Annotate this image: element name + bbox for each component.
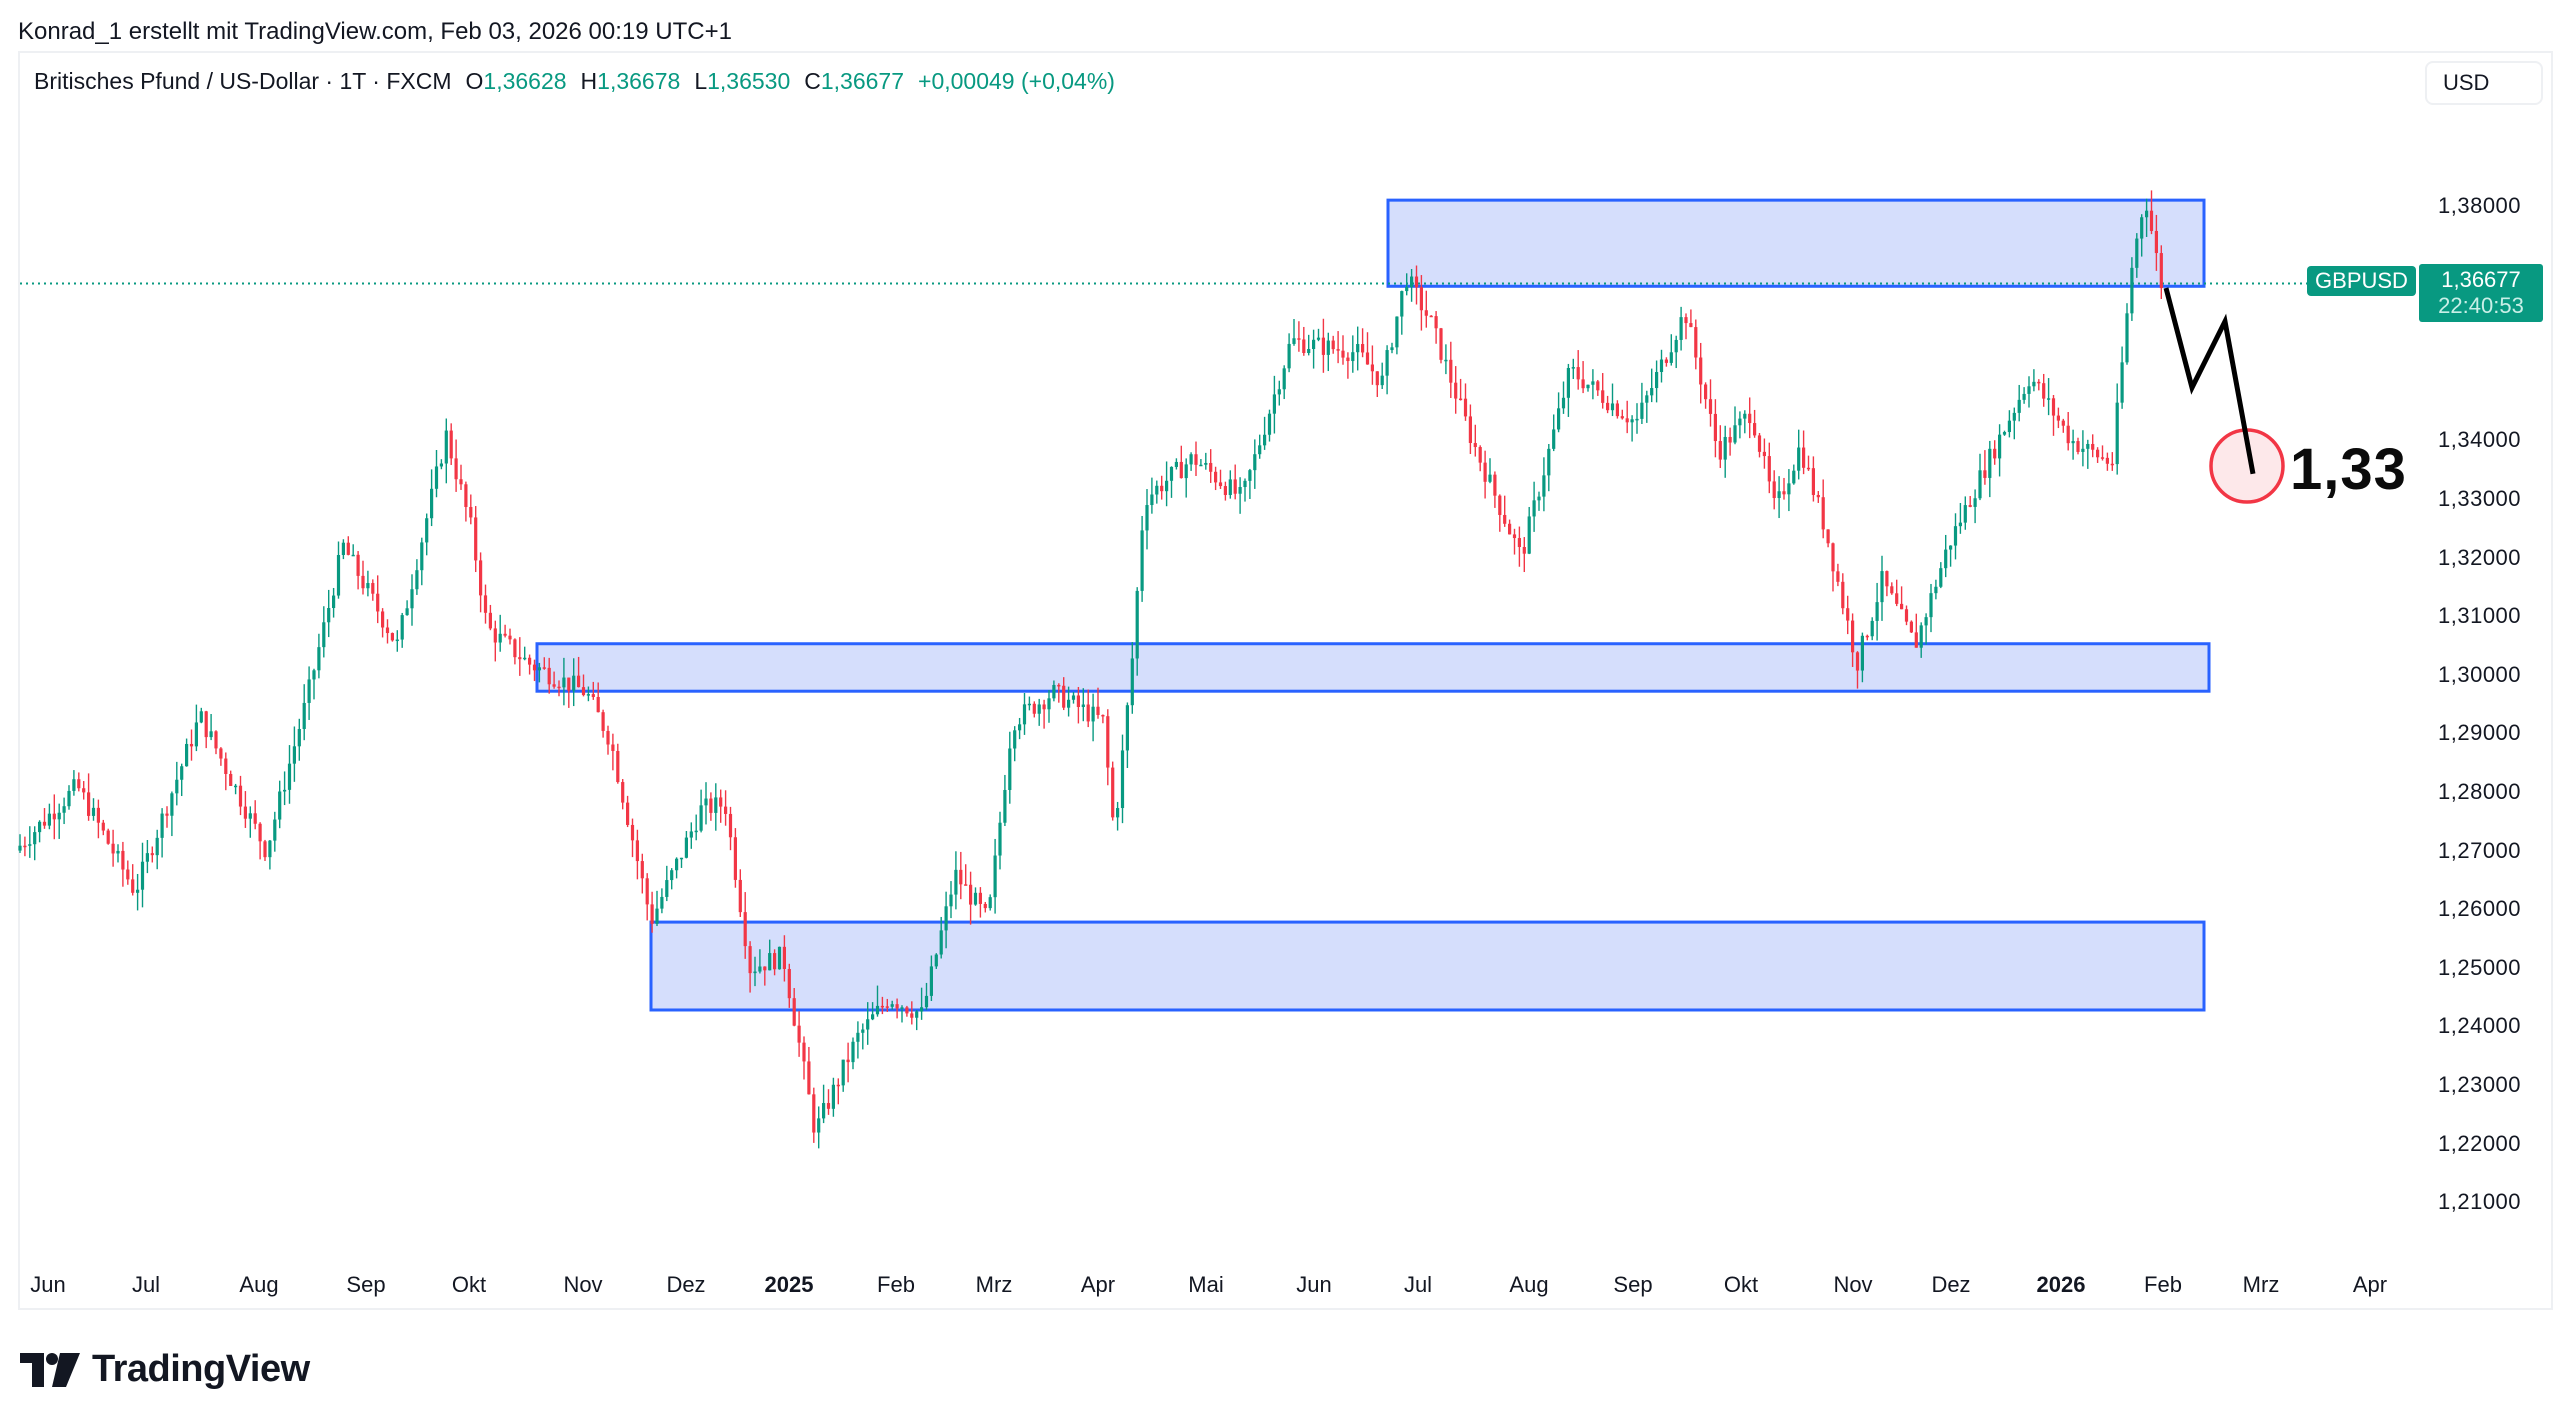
time-tick-label: Jun (1296, 1272, 1332, 1297)
time-tick-label: Jun (30, 1272, 66, 1297)
time-tick-label: Mrz (975, 1272, 1013, 1297)
projection-zigzag[interactable] (2163, 287, 2256, 475)
time-tick-label: Feb (877, 1272, 915, 1297)
chart-credit: Konrad_1 erstellt mit TradingView.com, F… (18, 18, 732, 45)
symbol-price-label: GBPUSD (2307, 266, 2416, 296)
time-tick-label: Okt (1723, 1272, 1759, 1297)
target-price-text[interactable]: 1,33 (2290, 437, 2407, 502)
tradingview-logo-icon (20, 1352, 80, 1387)
time-tick-label: Sep (346, 1272, 386, 1297)
price-tick-label: 1,22000 (2438, 1130, 2522, 1156)
time-tick-label: 2025 (764, 1272, 814, 1297)
time-tick-label: Apr (1080, 1272, 1116, 1297)
price-tick-label: 1,33000 (2438, 486, 2522, 511)
time-tick-label: Sep (1613, 1272, 1653, 1297)
price-tick-label: 1,26000 (2438, 896, 2522, 922)
time-tick-label: Aug (239, 1272, 279, 1297)
time-tick-label: Nov (563, 1272, 603, 1297)
price-tick-label: 1,31000 (2438, 603, 2522, 629)
time-tick-label: Aug (1509, 1272, 1549, 1297)
time-tick-label: Mrz (2242, 1272, 2280, 1297)
mid-support-zone[interactable] (535, 642, 2211, 693)
time-tick-label: Dez (666, 1272, 706, 1297)
close-value: 1,36677 (820, 68, 905, 94)
time-tick-label: Dez (1931, 1272, 1971, 1297)
price-tick-label: 1,28000 (2438, 779, 2522, 804)
price-tick-label: 1,24000 (2438, 1013, 2522, 1039)
price-tick-label: 1,29000 (2438, 720, 2522, 746)
price-tick-label: 1,30000 (2438, 661, 2522, 687)
last-price-box: 1,36677 22:40:53 (2419, 264, 2543, 322)
currency-button[interactable]: USD (2425, 61, 2543, 105)
chart-frame (18, 51, 2553, 1310)
open-label: O (465, 68, 484, 94)
time-tick-label: Feb (2144, 1272, 2182, 1297)
time-tick-label: Nov (1833, 1272, 1873, 1297)
symbol-description[interactable]: Britisches Pfund / US-Dollar · 1T · FXCM (34, 68, 452, 94)
tradingview-wordmark: TradingView (92, 1348, 310, 1390)
change-value: +0,00049 (+0,04%) (918, 68, 1115, 94)
price-tick-label: 1,23000 (2438, 1072, 2522, 1097)
price-tick-label: 1,25000 (2438, 954, 2522, 980)
bar-countdown: 22:40:53 (2438, 293, 2524, 318)
price-tick-label: 1,34000 (2438, 427, 2522, 453)
price-tick-label: 1,32000 (2438, 544, 2522, 570)
time-tick-label: Okt (451, 1272, 487, 1297)
low-value: 1,36530 (707, 68, 791, 94)
time-tick-label: Mai (1188, 1272, 1224, 1297)
candles (18, 190, 2163, 1149)
last-price: 1,36677 (2441, 267, 2521, 292)
price-tick-label: 1,21000 (2438, 1189, 2522, 1215)
low-label: L (694, 68, 708, 94)
open-value: 1,36628 (483, 68, 567, 94)
price-tick-label: 1,38000 (2438, 193, 2522, 218)
high-value: 1,36678 (597, 68, 681, 94)
close-label: C (804, 68, 821, 94)
time-tick-label: Jul (131, 1272, 161, 1297)
symbol-legend: Britisches Pfund / US-Dollar · 1T · FXCM… (34, 68, 1115, 95)
price-tick-label: 1,27000 (2438, 837, 2522, 863)
time-tick-label: Jul (1403, 1272, 1433, 1297)
resistance-zone[interactable] (1386, 198, 2206, 288)
lower-demand-zone[interactable] (649, 920, 2206, 1012)
high-label: H (580, 68, 598, 94)
time-tick-label: Apr (2352, 1272, 2388, 1297)
time-tick-label: 2026 (2036, 1272, 2086, 1297)
tradingview-logo[interactable]: TradingView (20, 1348, 310, 1391)
